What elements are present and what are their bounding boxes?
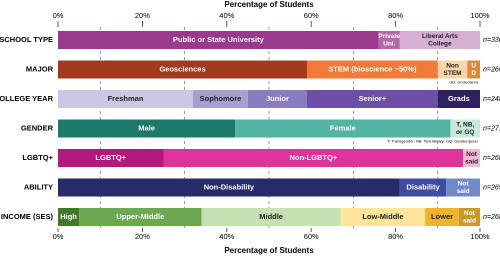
bar-segment [437, 90, 480, 108]
bar-segment [306, 90, 438, 108]
segment-label: or GQ [456, 129, 474, 136]
row-label: COLLEGE YEAR [0, 94, 54, 103]
bar-segment [58, 178, 400, 197]
row-label: SCHOOL TYPE [0, 35, 53, 44]
row-label: ABILITY [24, 182, 53, 191]
bar-segment [306, 60, 438, 79]
bar-segment [193, 90, 248, 108]
n-label: n=266 [483, 66, 500, 73]
segment-label: Uni. [383, 40, 395, 47]
segment-label: Upper-Middle [116, 212, 164, 221]
segment-label: U [471, 62, 476, 69]
segment-label: Public or State University [173, 35, 265, 44]
segment-label: Low-Middle [362, 212, 403, 221]
segment-label: College [428, 40, 452, 47]
row-label: INCOME (SES) [1, 212, 54, 221]
x-tick-label: 20% [135, 232, 150, 241]
x-tick-label: 40% [219, 232, 234, 241]
segment-label: T, NB, [456, 121, 474, 128]
n-label: n=271 [483, 125, 500, 132]
segment-label: Junior [266, 94, 289, 103]
x-axis-title: Percentage of Students [224, 246, 314, 255]
segment-label: High [60, 212, 77, 221]
footnote: T: Transgender; NB: Non-Binary; GQ: Gend… [387, 139, 479, 144]
segment-label: D [471, 70, 476, 77]
segment-label: said [463, 217, 476, 224]
segment-label: Middle [259, 212, 283, 221]
segment-label: LGBTQ+ [95, 153, 126, 162]
bar-segment [340, 208, 426, 226]
n-label: n=268 [483, 214, 500, 221]
n-label: n=336 [483, 37, 500, 44]
segment-label: Female [330, 123, 356, 132]
x-tick-label: 80% [388, 11, 403, 20]
bar-segment [467, 60, 480, 79]
row-label: MAJOR [26, 64, 54, 73]
segment-label: Not [458, 180, 470, 187]
bar-segment [247, 90, 307, 108]
x-tick-label: 0% [53, 11, 64, 20]
x-tick-label: 20% [135, 11, 150, 20]
x-tick-label: 80% [388, 232, 403, 241]
bar-segment [378, 31, 400, 49]
bar-segment [446, 178, 480, 197]
segment-label: said [457, 188, 470, 195]
segment-label: Non-Disability [204, 182, 255, 191]
bar-segment [463, 149, 480, 167]
bar-segment [425, 208, 459, 226]
segment-label: Male [138, 123, 155, 132]
segment-label: said [465, 158, 478, 165]
segment-label: Liberal Arts [422, 33, 458, 40]
n-label: n=268 [483, 155, 500, 162]
segment-label: Non-LGBTQ+ [289, 153, 337, 162]
segment-label: Geosciences [159, 64, 205, 73]
segment-label: Senior+ [359, 94, 387, 103]
segment-label: Grads [448, 94, 470, 103]
segment-label: Not [466, 151, 478, 158]
segment-label: Non [446, 62, 459, 69]
row-label: GENDER [21, 123, 54, 132]
footnote: UD: Undeclared [450, 80, 478, 85]
row-label: LGBTQ+ [22, 153, 53, 162]
bar-segment [79, 208, 202, 226]
bar-segment [399, 178, 447, 197]
bar-segment [399, 31, 480, 49]
x-tick-label: 40% [219, 11, 234, 20]
segment-label: Private [378, 33, 400, 40]
segment-label: Disability [406, 182, 440, 191]
x-tick-label: 60% [304, 11, 319, 20]
x-tick-label: 100% [470, 232, 490, 241]
segment-label: Sophomore [200, 94, 242, 103]
bar-segment [58, 149, 164, 167]
bar-segment [58, 119, 236, 138]
segment-label: Lower [431, 212, 453, 221]
n-label: n=248 [483, 96, 500, 103]
bar-segment [458, 208, 480, 226]
bar-segment [58, 31, 379, 49]
bar-segment [437, 60, 468, 79]
n-label: n=269 [483, 184, 500, 191]
bar-segment [201, 208, 341, 226]
bar-segment [58, 208, 80, 226]
segment-label: STEM [444, 70, 462, 77]
bar-segment [450, 119, 480, 138]
x-axis-title: Percentage of Students [224, 0, 314, 9]
bar-segment [58, 90, 194, 108]
segment-label: Freshman [108, 94, 144, 103]
bar-segment [58, 60, 307, 79]
segment-label: Not [464, 210, 476, 217]
bar-segment [235, 119, 451, 138]
segment-label: STEM (bioscience ~50%) [328, 64, 417, 73]
x-tick-label: 60% [304, 232, 319, 241]
x-tick-label: 100% [470, 11, 490, 20]
x-tick-label: 0% [53, 232, 64, 241]
bar-segment [163, 149, 464, 167]
